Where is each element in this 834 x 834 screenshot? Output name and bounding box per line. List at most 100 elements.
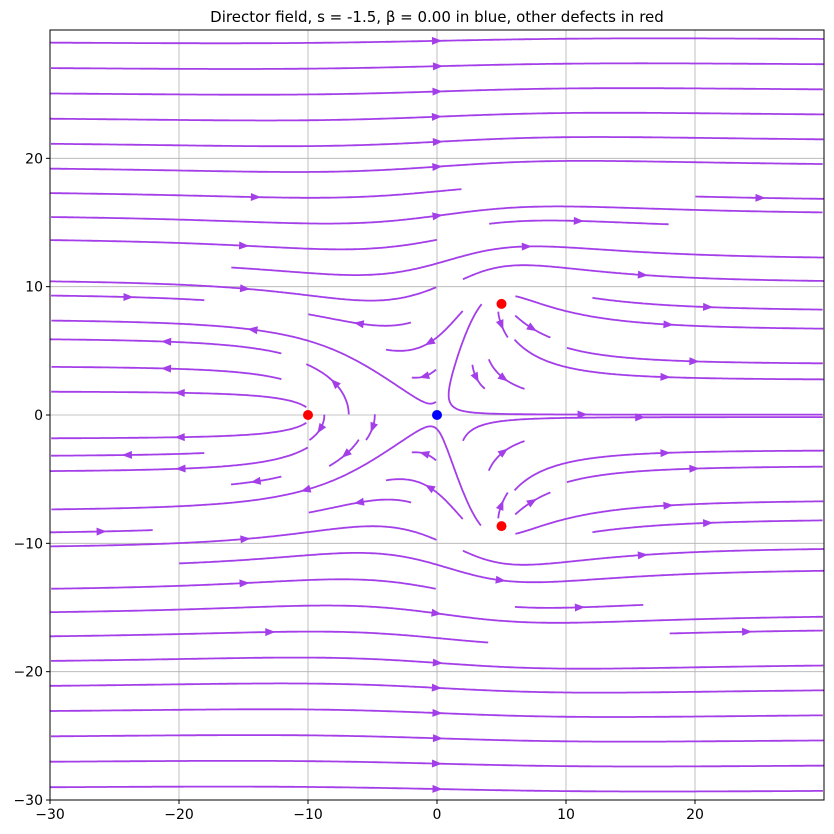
stream-arrow — [432, 784, 443, 793]
stream-arrow — [123, 292, 134, 301]
streamline — [487, 358, 525, 390]
stream-arrow — [432, 708, 443, 717]
y-tick-label: 10 — [25, 280, 43, 296]
stream-arrow — [317, 422, 327, 434]
stream-arrow — [240, 535, 251, 544]
stream-arrow — [121, 450, 132, 459]
stream-arrow — [341, 448, 352, 458]
stream-arrow — [247, 326, 258, 335]
streamline — [328, 439, 360, 467]
stream-arrow — [300, 484, 312, 493]
stream-arrow — [419, 450, 430, 459]
streamline — [385, 310, 464, 352]
x-tick-label: 20 — [686, 807, 704, 823]
stream-arrow — [431, 759, 442, 768]
stream-arrow — [573, 216, 584, 225]
ticks: −30 −20 −10 0 10 20 −30 −20 −10 0 10 20 — [13, 151, 703, 823]
stream-arrow — [574, 603, 585, 612]
stream-arrow — [353, 320, 365, 329]
y-tick-label: −20 — [13, 665, 43, 681]
stream-arrow — [238, 241, 250, 250]
stream-arrow — [635, 413, 646, 422]
stream-arrow — [432, 212, 443, 221]
stream-arrow — [265, 628, 276, 637]
stream-arrow — [353, 497, 365, 506]
y-tick-label: 0 — [34, 408, 43, 424]
stream-arrow — [431, 36, 442, 45]
stream-arrow — [660, 372, 671, 381]
stream-arrow — [689, 357, 700, 366]
defects — [303, 298, 507, 532]
stream-arrow — [250, 192, 261, 201]
stream-arrow — [432, 62, 443, 71]
stream-arrow — [689, 464, 700, 473]
streamline — [487, 440, 525, 472]
stream-arrow — [660, 449, 671, 458]
stream-arrow — [577, 410, 588, 419]
x-tick-label: 10 — [557, 807, 575, 823]
x-tick-label: −20 — [164, 807, 194, 823]
stream-arrow — [495, 319, 504, 330]
stream-arrow — [175, 464, 186, 473]
stream-arrow — [431, 683, 442, 692]
stream-arrow — [239, 579, 250, 588]
stream-arrow — [161, 364, 172, 373]
stream-arrow — [432, 163, 443, 172]
streamline — [231, 245, 824, 277]
streamline — [179, 552, 824, 584]
stream-arrow — [432, 734, 443, 743]
y-tick-label: −30 — [13, 793, 43, 809]
stream-arrow — [663, 320, 674, 329]
streamline — [447, 303, 823, 416]
stream-arrow — [424, 336, 436, 346]
streamline — [462, 548, 824, 566]
stream-arrow — [432, 137, 443, 146]
stream-arrow — [432, 658, 443, 667]
stream-arrow — [470, 371, 479, 383]
chart-title: Director field, s = -1.5, β = 0.00 in bl… — [210, 8, 664, 26]
stream-arrow — [637, 551, 648, 560]
stream-arrow — [637, 270, 648, 279]
stream-arrow — [250, 476, 262, 485]
stream-arrow — [239, 284, 251, 293]
streamlines — [49, 36, 824, 793]
streamline — [51, 425, 482, 527]
x-tick-label: −10 — [293, 807, 323, 823]
stream-arrow — [495, 500, 504, 511]
stream-arrow — [497, 448, 508, 458]
stream-arrow — [663, 501, 674, 510]
stream-arrow — [526, 322, 537, 332]
x-tick-label: −30 — [35, 807, 65, 823]
streamline — [462, 264, 824, 282]
streamline — [462, 416, 823, 442]
defect-marker-red — [496, 521, 507, 532]
y-tick-label: 20 — [25, 151, 43, 167]
stream-arrow — [497, 372, 508, 382]
stream-arrow — [521, 242, 532, 251]
stream-arrow — [742, 627, 753, 636]
stream-arrow — [702, 519, 714, 528]
stream-arrow — [755, 193, 766, 202]
stream-arrow — [424, 484, 436, 494]
stream-arrow — [419, 371, 430, 380]
x-tick-label: 0 — [433, 807, 442, 823]
stream-arrow — [96, 527, 107, 536]
y-tick-label: −10 — [13, 536, 43, 552]
stream-arrow — [431, 112, 442, 121]
stream-arrow — [495, 575, 506, 584]
stream-arrow — [526, 498, 537, 508]
defect-marker-blue — [432, 410, 442, 420]
stream-arrow — [370, 421, 378, 433]
stream-arrow — [431, 608, 442, 617]
defect-marker-red — [496, 298, 507, 309]
stream-arrow — [174, 433, 185, 442]
stream-arrow — [432, 87, 443, 96]
stream-arrow — [702, 302, 714, 311]
defect-marker-red — [303, 410, 313, 420]
stream-arrow — [330, 379, 341, 390]
stream-arrow — [161, 337, 172, 346]
streamline — [305, 363, 350, 415]
stream-arrow — [174, 388, 185, 397]
